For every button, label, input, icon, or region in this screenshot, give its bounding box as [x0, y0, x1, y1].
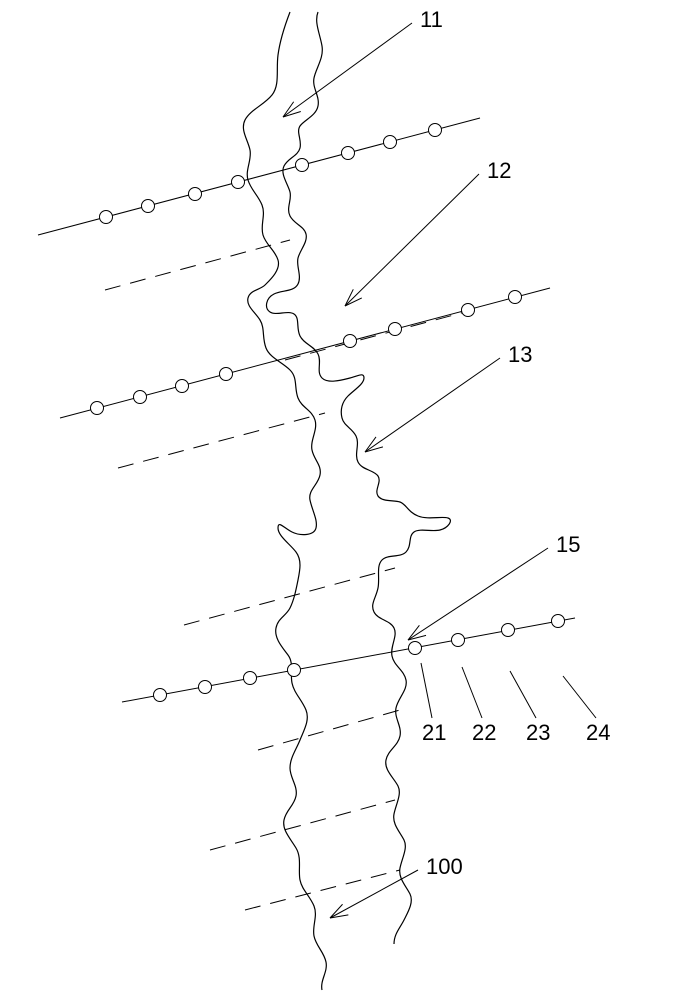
dashed-lines-group — [105, 240, 465, 910]
label-l21: 21 — [422, 720, 446, 745]
marker-circle-9 — [134, 391, 147, 404]
dashed-line-1 — [285, 312, 465, 360]
label-l15: 15 — [556, 532, 580, 557]
marker-circle-6 — [384, 136, 397, 149]
dashed-line-0 — [105, 240, 290, 290]
marker-circle-19 — [288, 664, 301, 677]
marker-circle-5 — [342, 147, 355, 160]
marker-circle-1 — [142, 200, 155, 213]
dashed-line-6 — [245, 870, 400, 910]
label-l100: 100 — [426, 854, 463, 879]
leader-l23 — [510, 671, 536, 718]
marker-circle-20 — [409, 642, 422, 655]
leader-l22 — [462, 667, 482, 718]
solid-lines-group — [38, 118, 575, 702]
circles-group — [91, 124, 565, 702]
river-left-bank — [243, 12, 326, 990]
marker-circle-14 — [462, 304, 475, 317]
dashed-line-3 — [184, 568, 395, 625]
label-l22: 22 — [472, 720, 496, 745]
label-l23: 23 — [526, 720, 550, 745]
marker-circle-17 — [199, 681, 212, 694]
dashed-line-4 — [258, 710, 400, 750]
marker-circle-2 — [189, 188, 202, 201]
label-l11: 11 — [420, 7, 443, 32]
leader-l12 — [345, 174, 479, 306]
marker-circle-7 — [429, 124, 442, 137]
leader-l24 — [563, 676, 596, 718]
marker-circle-12 — [344, 335, 357, 348]
marker-circle-0 — [100, 211, 113, 224]
label-l24: 24 — [586, 720, 610, 745]
leader-l11 — [283, 23, 412, 117]
marker-circle-22 — [502, 624, 515, 637]
label-l12: 12 — [487, 158, 511, 183]
dashed-line-5 — [210, 800, 395, 850]
marker-circle-3 — [232, 176, 245, 189]
marker-circle-21 — [452, 634, 465, 647]
marker-circle-18 — [244, 672, 257, 685]
marker-circle-4 — [296, 159, 309, 172]
marker-circle-16 — [154, 689, 167, 702]
marker-circle-11 — [220, 368, 233, 381]
dashed-line-2 — [118, 413, 325, 468]
leader-l21 — [421, 663, 432, 718]
marker-circle-8 — [91, 402, 104, 415]
label-l13: 13 — [508, 342, 532, 367]
marker-circle-13 — [389, 323, 402, 336]
marker-circle-23 — [552, 615, 565, 628]
leader-l13 — [365, 358, 500, 452]
marker-circle-15 — [509, 291, 522, 304]
river-right-bank — [267, 12, 451, 944]
leader-l15 — [408, 548, 548, 640]
diagram-canvas: 11 12 13 15 100 21 22 23 24 — [0, 0, 673, 1000]
labels-group: 11 12 13 15 100 21 22 23 24 — [420, 7, 610, 879]
marker-circle-10 — [176, 380, 189, 393]
